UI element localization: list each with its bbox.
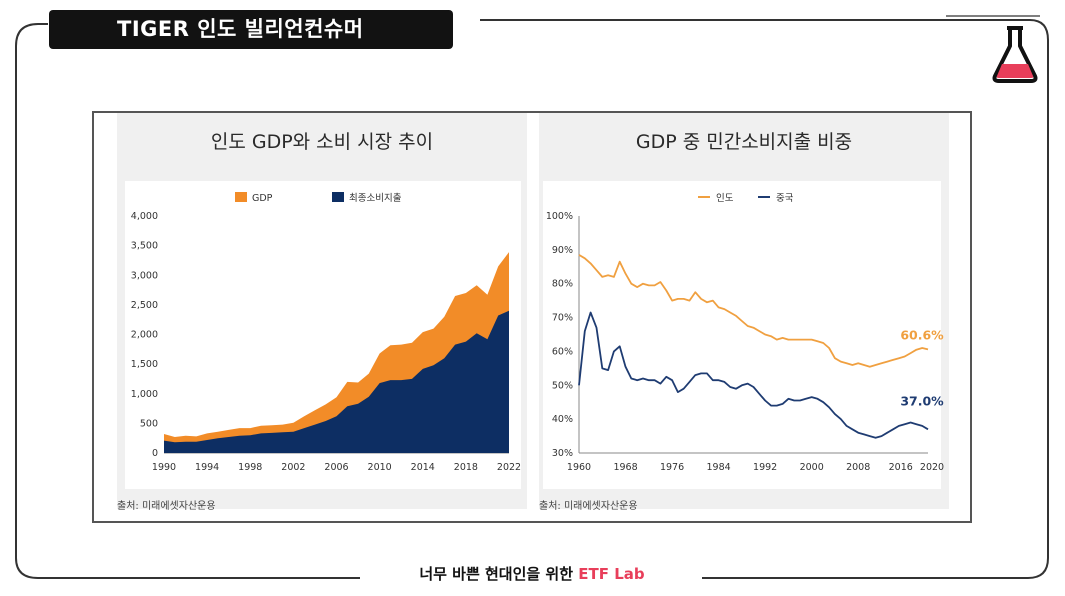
line-series-china <box>578 311 929 439</box>
x-tick-label: 2000 <box>800 462 824 473</box>
y-tick-label: 1,500 <box>131 359 158 370</box>
x-tick-label: 1968 <box>613 462 637 473</box>
legend-swatch <box>235 192 247 202</box>
y-tick-label: 100% <box>546 211 573 222</box>
charts-panel: 인도 GDP와 소비 시장 추이 0 500 1,000 1,500 2,000 2,50… <box>92 111 972 523</box>
source-left: 출처: 미래에셋자산운용 <box>117 501 216 512</box>
y-tick-label: 50% <box>552 380 573 391</box>
x-tick-label: 2014 <box>411 462 435 473</box>
legend-label: GDP <box>252 193 273 204</box>
x-tick-label: 1992 <box>753 462 777 473</box>
y-tick-label: 90% <box>552 245 573 256</box>
x-tick-label: 1976 <box>660 462 684 473</box>
y-tick-label: 500 <box>140 418 158 429</box>
y-tick-label: 4,000 <box>131 211 158 222</box>
x-tick-label: 1994 <box>195 462 219 473</box>
chart-title-right: GDP 중 민간소비지출 비중 <box>635 131 853 153</box>
legend-label: 중국 <box>776 193 794 204</box>
plot-background <box>543 181 941 489</box>
chart-title-left: 인도 GDP와 소비 시장 추이 <box>210 131 434 153</box>
y-tick-label: 1,000 <box>131 389 158 400</box>
x-tick-label: 1998 <box>238 462 262 473</box>
x-tick-label: 2006 <box>324 462 348 473</box>
x-tick-label: 2020 <box>920 462 944 473</box>
area-chart-svg: 0 500 1,000 1,500 2,000 2,500 3,000 3,500 4,000 1… <box>125 181 521 489</box>
y-tick-label: 2,500 <box>131 300 158 311</box>
page-title: TIGER 인도 빌리언컨슈머 <box>49 10 453 49</box>
gdp-consumption-chart: 인도 GDP와 소비 시장 추이 0 500 1,000 1,500 2,000 2,50… <box>117 113 527 509</box>
y-tick-label: 60% <box>552 346 573 357</box>
y-tick-label: 40% <box>552 414 573 425</box>
x-tick-label: 2018 <box>454 462 478 473</box>
x-tick-label: 1960 <box>567 462 591 473</box>
area-series-consumption <box>164 310 509 453</box>
source-right: 출처: 미래에셋자산운용 <box>539 501 638 512</box>
legend-label: 최종소비지출 <box>349 193 402 204</box>
x-tick-label: 2022 <box>497 462 521 473</box>
x-tick-label: 2016 <box>889 462 913 473</box>
y-tick-label: 0 <box>152 448 158 459</box>
y-tick-label: 70% <box>552 313 573 324</box>
annotation-label: 37.0% <box>900 393 944 408</box>
legend-swatch <box>332 192 344 202</box>
x-tick-label: 2010 <box>368 462 392 473</box>
consumption-share-chart: GDP 중 민간소비지출 비중 30% 40% 50% 60% 70% 80% 90% 100… <box>539 113 949 509</box>
y-tick-label: 2,000 <box>131 330 158 341</box>
footer-tagline: 너무 바쁜 현대인을 위한 ETF Lab <box>362 563 702 584</box>
line-chart-svg: 30% 40% 50% 60% 70% 80% 90% 100% 1960 1968 1976 198… <box>543 181 944 489</box>
line-series-india <box>578 254 929 368</box>
x-tick-label: 2008 <box>846 462 870 473</box>
x-tick-label: 1984 <box>707 462 731 473</box>
footer-text: 너무 바쁜 현대인을 위한 <box>419 565 574 583</box>
x-tick-label: 1990 <box>152 462 176 473</box>
footer-brand: ETF Lab <box>578 565 645 583</box>
legend-label: 인도 <box>716 193 734 204</box>
y-tick-label: 3,000 <box>131 270 158 281</box>
annotation-label: 60.6% <box>900 327 944 342</box>
flask-icon <box>992 26 1038 83</box>
y-tick-label: 80% <box>552 279 573 290</box>
y-tick-label: 30% <box>552 448 573 459</box>
x-tick-label: 2002 <box>281 462 305 473</box>
y-tick-label: 3,500 <box>131 241 158 252</box>
